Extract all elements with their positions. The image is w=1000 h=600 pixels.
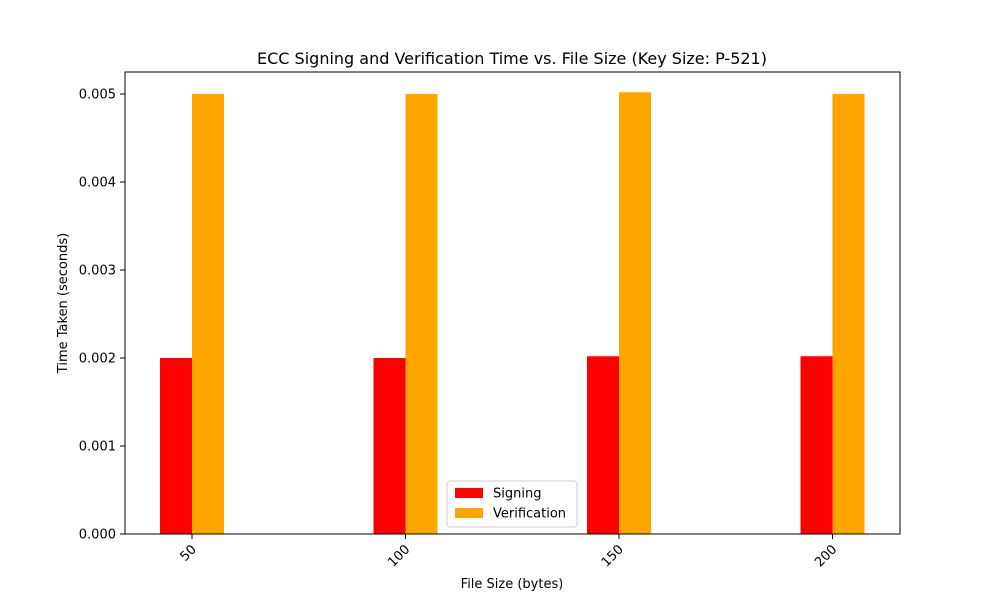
y-tick-label: 0.005: [79, 88, 116, 103]
legend-swatch-verification: [455, 508, 483, 518]
bar-signing-200: [800, 356, 833, 534]
plot-frame: [124, 71, 901, 535]
plot-area: [160, 92, 865, 535]
legend-label-signing: Signing: [493, 487, 541, 502]
y-tick-label: 0.003: [79, 264, 116, 279]
y-tick-label: 0.002: [79, 352, 116, 367]
y-tick-label: 0.000: [79, 528, 116, 543]
legend-label-verification: Verification: [493, 507, 566, 522]
legend: Signing Verification: [446, 480, 578, 528]
x-axis-label: File Size (bytes): [461, 577, 564, 592]
bar-verification-100: [405, 94, 438, 534]
bar-verification-50: [192, 94, 224, 534]
chart-title: ECC Signing and Verification Time vs. Fi…: [257, 49, 767, 68]
x-tick-label: 50: [178, 542, 200, 564]
x-axis: 50 100 150 200: [178, 534, 840, 570]
bar-signing-100: [373, 358, 406, 534]
bar-verification-200: [832, 94, 865, 534]
bar-verification-150: [619, 92, 651, 535]
bar-signing-150: [587, 356, 619, 534]
y-tick-label: 0.004: [79, 176, 116, 191]
x-tick-label: 150: [599, 542, 627, 570]
y-axis: 0.000 0.001 0.002 0.003 0.004 0.005: [79, 88, 125, 543]
y-axis-label: Time Taken (seconds): [56, 233, 71, 374]
legend-swatch-signing: [455, 488, 483, 498]
x-tick-label: 200: [812, 542, 840, 570]
bar-signing-50: [160, 358, 192, 534]
y-tick-label: 0.001: [79, 440, 116, 455]
x-tick-label: 100: [385, 542, 413, 570]
